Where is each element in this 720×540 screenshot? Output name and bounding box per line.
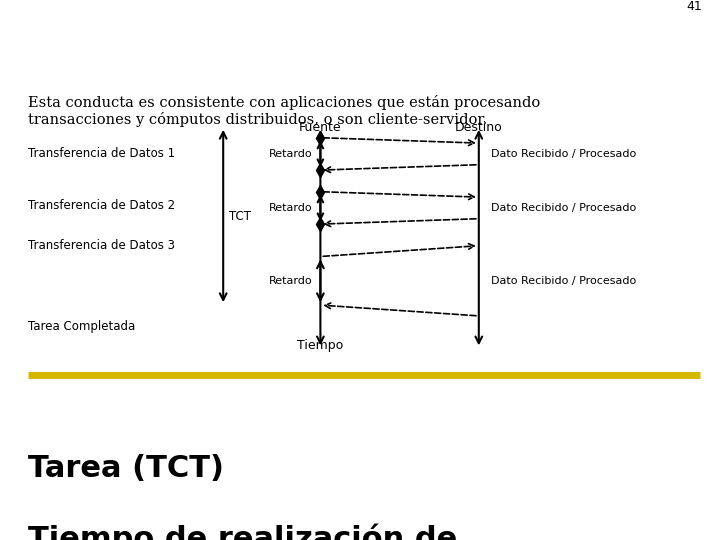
Text: Transferencia de Datos 1: Transferencia de Datos 1	[28, 147, 175, 160]
Text: Retardo: Retardo	[269, 149, 312, 159]
Text: 41: 41	[686, 1, 702, 14]
Text: Tiempo de realización de: Tiempo de realización de	[28, 524, 457, 540]
Text: Dato Recibido / Procesado: Dato Recibido / Procesado	[491, 149, 636, 159]
Text: TCT: TCT	[229, 210, 251, 222]
Text: Retardo: Retardo	[269, 276, 312, 286]
Text: Dato Recibido / Procesado: Dato Recibido / Procesado	[491, 203, 636, 213]
Text: Destino: Destino	[455, 121, 503, 134]
Text: Esta conducta es consistente con aplicaciones que están procesando
transacciones: Esta conducta es consistente con aplicac…	[28, 94, 540, 127]
Text: Retardo: Retardo	[269, 203, 312, 213]
Text: Transferencia de Datos 2: Transferencia de Datos 2	[28, 199, 175, 212]
Text: Dato Recibido / Procesado: Dato Recibido / Procesado	[491, 276, 636, 286]
Text: Tarea (TCT): Tarea (TCT)	[28, 454, 224, 483]
Text: Fuente: Fuente	[299, 121, 342, 134]
Text: Tiempo: Tiempo	[297, 339, 343, 352]
Text: Transferencia de Datos 3: Transferencia de Datos 3	[28, 239, 175, 252]
Text: Tarea Completada: Tarea Completada	[28, 320, 135, 333]
